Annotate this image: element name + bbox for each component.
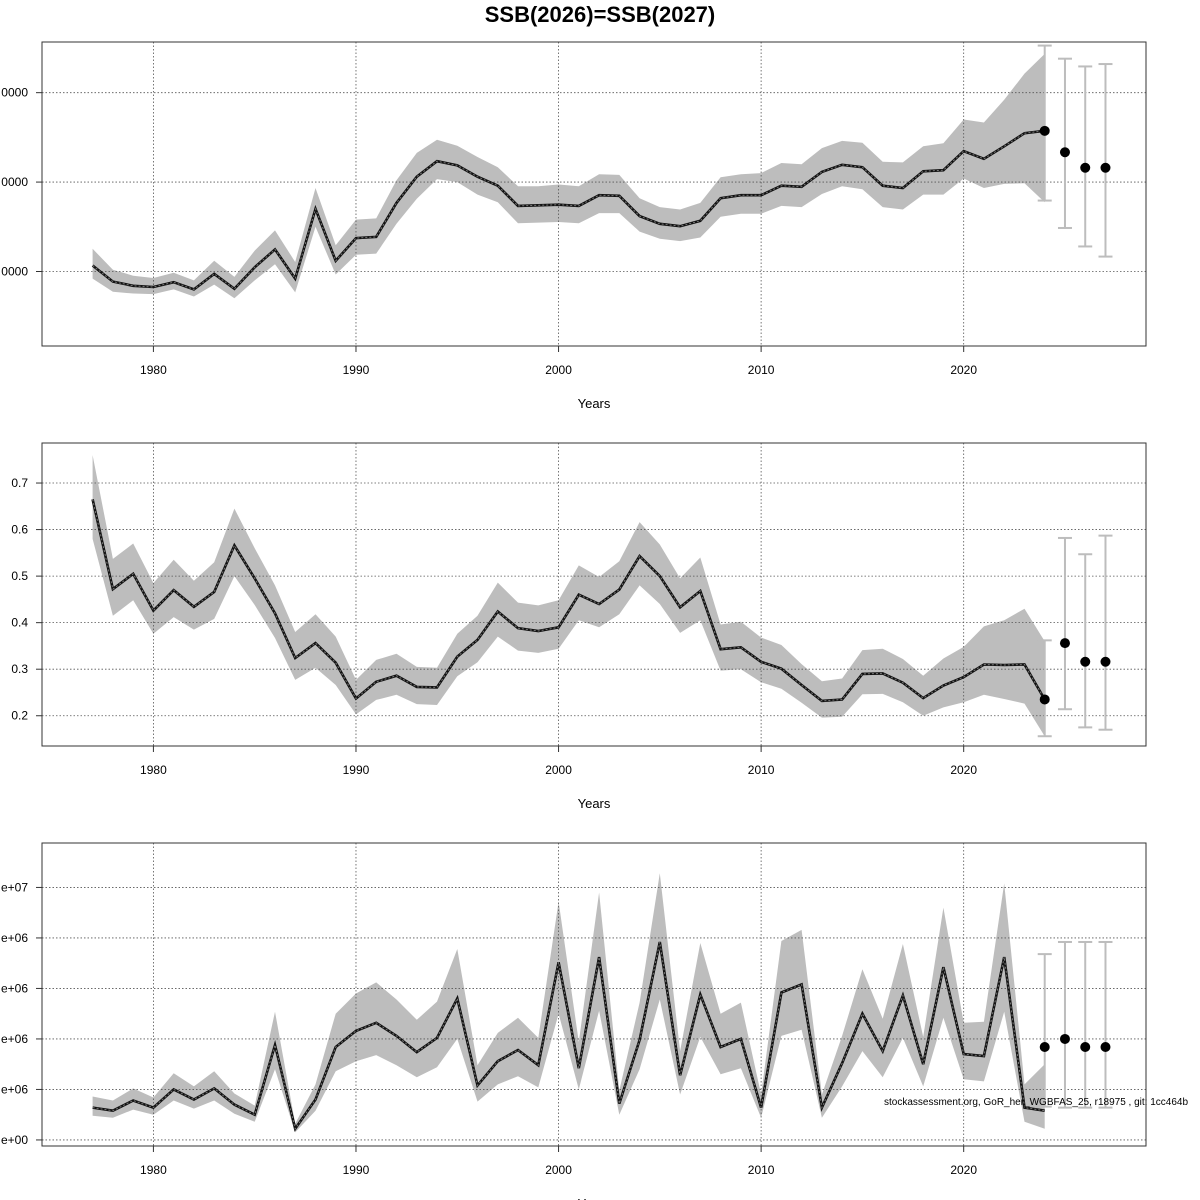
x-tick-label: 2010 (748, 363, 775, 377)
y-tick-label: e+06 (1, 1082, 28, 1096)
forecast-point (1039, 1042, 1050, 1053)
y-tick-label: e+06 (1, 1032, 28, 1046)
ssb-panel: 1980 1990 2000 2010 2020 0000 0000 0000 Years (1, 41, 1147, 411)
fbar-panel: 1980 1990 2000 2010 2020 0.2 0.3 0.4 0.5 0.6 0.7 Ye… (11, 442, 1147, 811)
x-tick-label: 1980 (140, 763, 167, 777)
x-tick-label: 2000 (545, 763, 572, 777)
x-tick-label: 1990 (343, 363, 370, 377)
y-tick-label: 0.3 (11, 662, 28, 676)
x-tick-label: 1990 (343, 763, 370, 777)
recruitment-panel: 1980 1990 2000 2010 2020 e+00 e+06 e+06 e+06 e+06… (1, 842, 1147, 1200)
x-tick-label: 1980 (140, 363, 167, 377)
x-tick-label: 2020 (950, 1163, 977, 1177)
estimate-line-dots (92, 130, 1045, 290)
forecast-point (1080, 1042, 1091, 1053)
y-tick-label: e+00 (1, 1133, 28, 1147)
x-tick-label: 2000 (545, 363, 572, 377)
forecast-point (1039, 125, 1050, 136)
y-tick-label: e+06 (1, 981, 28, 995)
x-tick-label: 2020 (950, 363, 977, 377)
x-tick-label: 1990 (343, 1163, 370, 1177)
plot-frame (41, 442, 1147, 747)
y-tick-label: e+07 (1, 880, 28, 894)
y-tick-label: e+06 (1, 931, 28, 945)
y-tick-label: 0.4 (11, 616, 28, 630)
estimate-line-dots (92, 499, 1046, 702)
plot-area (42, 42, 1146, 346)
y-tick-label: 0000 (1, 175, 28, 189)
plot-frame (41, 842, 1147, 1147)
forecast-point (1059, 1033, 1070, 1044)
forecast-point (1080, 656, 1091, 667)
footer-credit: stockassessment.org, GoR_her_WGBFAS_25, … (884, 1097, 1189, 1108)
y-tick-label: 0.2 (11, 709, 28, 723)
confidence-band (92, 455, 1045, 737)
x-axis-label: Years (578, 1196, 611, 1200)
plot-frame (41, 41, 1147, 347)
confidence-band (92, 873, 1045, 1133)
y-tick-label: 0.6 (11, 523, 28, 537)
forecast-point (1100, 656, 1111, 667)
x-tick-label: 2000 (545, 1163, 572, 1177)
y-tick-label: 0000 (1, 264, 28, 278)
x-tick-label: 2010 (748, 763, 775, 777)
y-tick-label: 0.7 (11, 476, 28, 490)
y-tick-label: 0.5 (11, 569, 28, 583)
plot-area (42, 443, 1146, 746)
page-title: SSB(2026)=SSB(2027) (484, 2, 716, 27)
x-tick-label: 1980 (140, 1163, 167, 1177)
x-axis-label: Years (578, 796, 611, 811)
x-tick-label: 2020 (950, 763, 977, 777)
estimate-line (92, 941, 1045, 1132)
forecast-point (1059, 638, 1070, 649)
forecast-point (1080, 162, 1091, 173)
forecast-point (1100, 1042, 1111, 1053)
confidence-band (92, 53, 1045, 299)
y-tick-label: 0000 (1, 86, 28, 100)
x-axis-label: Years (578, 396, 611, 411)
plot-area (42, 843, 1146, 1146)
forecast-point (1039, 694, 1050, 705)
forecast-point (1059, 147, 1070, 158)
forecast-point (1100, 162, 1111, 173)
x-tick-label: 2010 (748, 1163, 775, 1177)
